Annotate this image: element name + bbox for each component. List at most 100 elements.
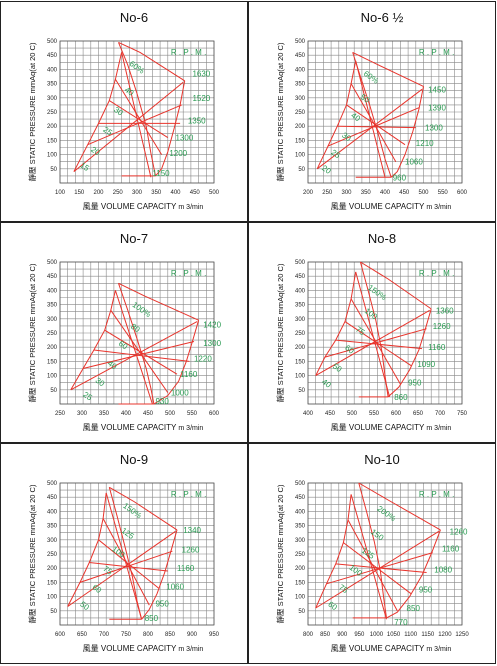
x-tick-label: 1150 (421, 632, 435, 638)
x-tick-label: 150 (74, 190, 85, 196)
y-tick-label: 300 (295, 96, 306, 102)
x-axis-label-cn: 風量 (331, 644, 349, 653)
y-tick-label: 250 (47, 552, 58, 558)
efficiency-label: 100% (131, 300, 153, 319)
x-tick-label: 750 (457, 411, 468, 417)
x-tick-label: 450 (190, 190, 201, 196)
rpm-line (335, 563, 427, 573)
x-axis-label-en: VOLUME CAPACITY (349, 423, 427, 432)
y-tick-label: 400 (295, 288, 306, 294)
x-tick-label: 350 (151, 190, 162, 196)
surge-curve-right (118, 283, 155, 405)
y-tick-label: 400 (295, 509, 306, 515)
rpm-line (121, 52, 152, 178)
x-tick-label: 1250 (455, 632, 469, 638)
chart-title: No-6 ½ (361, 10, 404, 25)
y-axis-label-cn: 靜壓 (27, 164, 37, 181)
surge-curve-right (118, 42, 156, 176)
rpm-line (114, 79, 163, 155)
rpm-value-label: 1090 (417, 360, 435, 369)
plot-frame (59, 40, 215, 184)
rpm-line (343, 542, 412, 595)
x-tick-label: 450 (325, 411, 336, 417)
rpm-value-label: 930 (155, 397, 169, 406)
y-tick-label: 250 (295, 552, 306, 558)
rpm-value-label: 950 (408, 379, 422, 388)
panel-border (0, 222, 248, 443)
y-tick-label: 200 (295, 124, 306, 130)
x-axis-label: 風量 VOLUME CAPACITY m 3/min (83, 644, 204, 653)
y-axis-label: 靜壓 STATIC PRESSURE mmAq(at 20 C) (275, 42, 285, 181)
y-tick-label: 500 (295, 39, 306, 45)
x-axis-label: 風量 VOLUME CAPACITY m 3/min (331, 202, 452, 211)
x-tick-label: 450 (399, 190, 410, 196)
rpm-line (104, 329, 178, 375)
y-axis-label-cn: 靜壓 (275, 164, 285, 181)
efficiency-label: 200% (375, 504, 397, 523)
x-tick-label: 900 (187, 632, 198, 638)
y-tick-label: 350 (295, 303, 306, 309)
y-tick-label: 500 (295, 260, 306, 266)
panel-border (248, 222, 496, 443)
x-tick-label: 600 (55, 632, 66, 638)
rpm-line (337, 125, 416, 129)
y-tick-label: 250 (295, 331, 306, 337)
y-axis-label: 靜壓 STATIC PRESSURE mmAq(at 20 C) (27, 484, 37, 623)
x-tick-label: 250 (322, 190, 333, 196)
efficiency-label: 75 (354, 325, 367, 338)
x-tick-label: 900 (337, 632, 348, 638)
y-tick-label: 150 (47, 359, 58, 365)
rpm-value-label: 1520 (192, 94, 210, 103)
y-tick-label: 400 (47, 67, 58, 73)
rpm-line (346, 104, 406, 146)
max-capacity-curve (387, 308, 432, 398)
panel-border (0, 443, 248, 664)
rpm-line (87, 104, 182, 146)
x-axis-unit: m 3/min (178, 646, 203, 653)
rpm-value-label: 950 (419, 586, 433, 595)
panel-border (248, 443, 496, 664)
x-tick-label: 850 (320, 632, 331, 638)
fan-chart-panel: No-9 50 100 150 200 250 300 350 400 450 500 600 650 7… (0, 443, 248, 664)
fan-curves (67, 486, 178, 620)
y-axis-label-en: STATIC PRESSURE mmAq(at 20 C) (28, 263, 37, 385)
plot-grid (59, 40, 215, 184)
rpm-line (350, 83, 397, 162)
rpm-line (109, 100, 169, 139)
y-tick-label: 450 (47, 495, 58, 501)
rpm-line (350, 494, 387, 620)
x-tick-label: 400 (170, 190, 181, 196)
rpm-value-label: 1300 (176, 134, 194, 143)
y-tick-label: 50 (50, 388, 57, 394)
rpm-value-label: 1350 (188, 117, 206, 126)
plot-frame (59, 482, 215, 626)
y-axis-label: 靜壓 STATIC PRESSURE mmAq(at 20 C) (275, 263, 285, 402)
chart-title: No-6 (120, 10, 148, 25)
y-tick-label: 100 (295, 374, 306, 380)
x-axis-unit: m 3/min (426, 646, 451, 653)
y-tick-label: 200 (47, 566, 58, 572)
rpm-value-label: 1220 (194, 355, 212, 364)
plot-frame (307, 261, 463, 405)
rpm-line (344, 321, 412, 367)
x-axis-label: 風量 VOLUME CAPACITY m 3/min (331, 644, 452, 653)
y-axis-label-cn: 靜壓 (275, 606, 285, 623)
max-capacity-curve (141, 529, 178, 620)
rpm-line (114, 290, 153, 405)
x-axis-unit: m 3/min (426, 425, 451, 432)
max-rpm-curve (352, 51, 424, 87)
plot-frame (307, 40, 463, 184)
y-tick-label: 50 (50, 609, 57, 615)
x-tick-label: 950 (209, 632, 220, 638)
rpm-value-label: 1150 (152, 169, 170, 178)
efficiency-label: 15 (78, 161, 91, 174)
x-tick-label: 600 (457, 190, 468, 196)
y-tick-label: 300 (47, 317, 58, 323)
max-rpm-curve (358, 482, 441, 531)
y-axis-label: 靜壓 STATIC PRESSURE mmAq(at 20 C) (275, 484, 285, 623)
y-tick-label: 400 (47, 509, 58, 515)
rpm-line (347, 519, 398, 612)
rpm-line (324, 328, 427, 358)
x-axis-unit: m 3/min (426, 204, 451, 211)
x-tick-label: 200 (93, 190, 104, 196)
